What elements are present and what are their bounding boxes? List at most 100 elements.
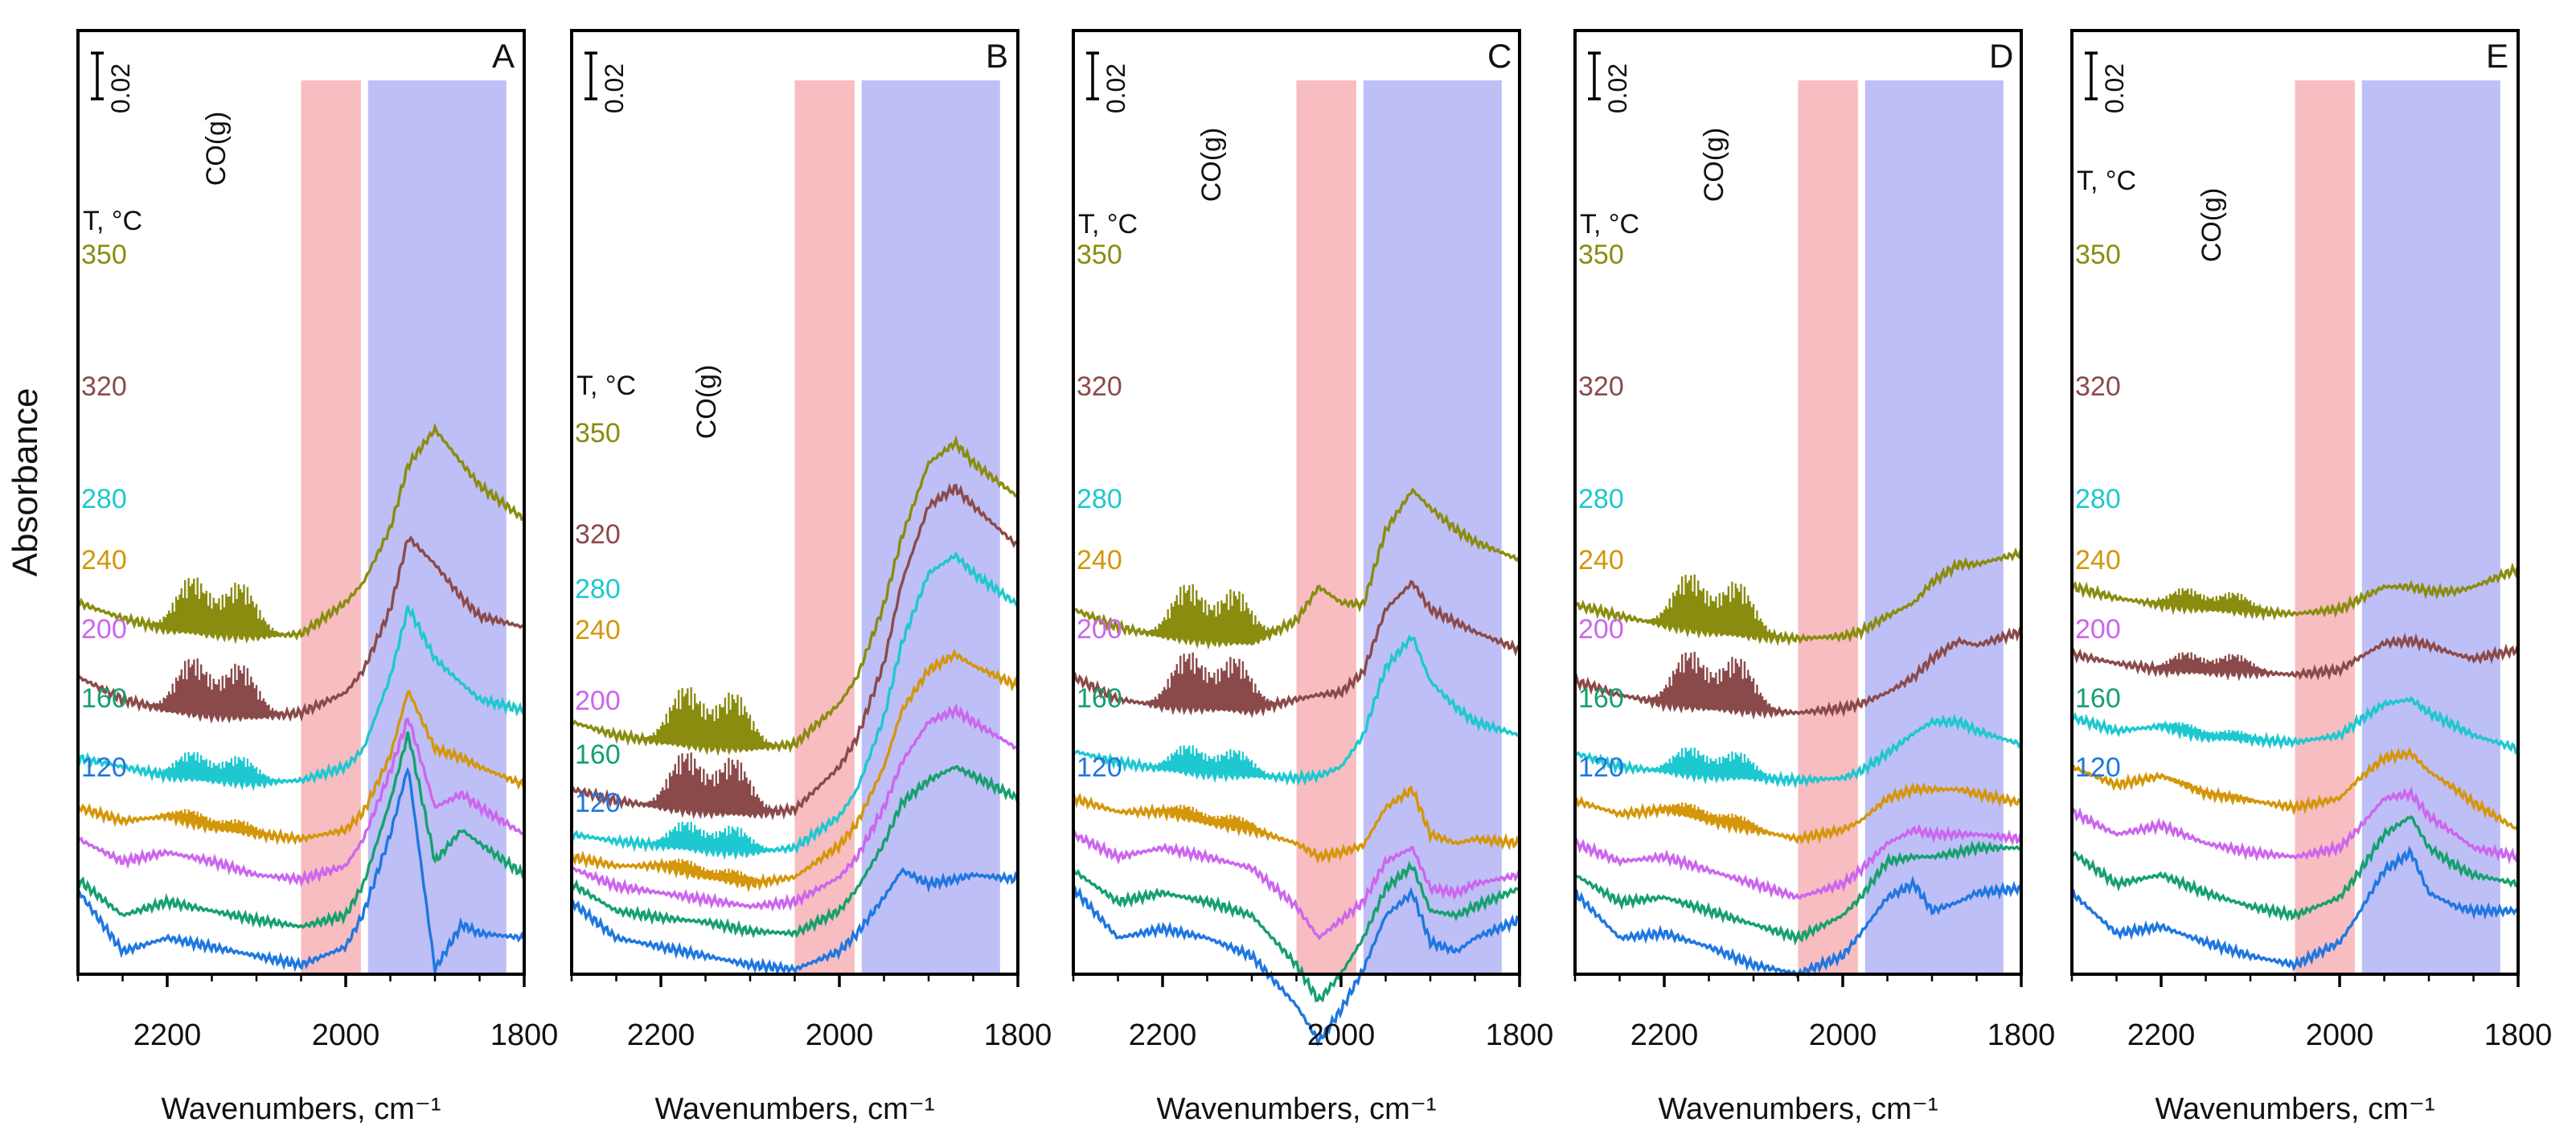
temp-header: T, °C	[2077, 166, 2136, 196]
x-tick-label: 2200	[2127, 1018, 2196, 1052]
blue-band	[2361, 80, 2500, 974]
x-tick-label: 1800	[490, 1018, 559, 1052]
temp-label-120: 120	[81, 752, 127, 783]
spectrum-200	[2070, 786, 2519, 865]
temp-label-160: 160	[1578, 683, 1624, 714]
co-gas-band-280	[1134, 745, 1289, 778]
temp-label-240: 240	[2075, 545, 2121, 576]
co-gas-band-280	[1636, 748, 1790, 780]
temp-label-120: 120	[2075, 752, 2121, 783]
temp-label-350: 350	[575, 418, 621, 449]
spectrum-200	[76, 717, 524, 887]
red-band	[2295, 80, 2355, 974]
spectrum-200	[571, 703, 1018, 912]
temp-label-200: 200	[81, 614, 127, 645]
co-gas-band-280	[139, 752, 293, 783]
red-band	[1296, 80, 1356, 974]
temp-label-320: 320	[2075, 371, 2121, 402]
temp-label-350: 350	[2075, 240, 2121, 270]
x-tick-label: 2200	[1631, 1018, 1699, 1052]
spectrum-240	[2071, 746, 2519, 830]
spectrum-120	[76, 766, 525, 973]
temp-label-350: 350	[1077, 240, 1122, 270]
x-axis-label: Wavenumbers, cm⁻¹	[1156, 1092, 1436, 1126]
spectrum-280	[1574, 713, 2022, 789]
temp-label-280: 280	[1077, 484, 1122, 514]
temp-label-160: 160	[575, 739, 621, 770]
co-gas-band-320	[139, 658, 293, 718]
temp-label-280: 280	[81, 484, 127, 514]
co-gas-band-350	[2133, 588, 2287, 613]
spectrum-240	[570, 648, 1019, 893]
temp-label-120: 120	[575, 788, 621, 818]
temp-label-200: 200	[2075, 614, 2121, 645]
co-gas-label: CO(g)	[1196, 128, 1227, 203]
spectrum-120	[2070, 845, 2518, 973]
temp-label-320: 320	[575, 519, 621, 550]
co-gas-band-350	[1134, 584, 1289, 643]
spectrum-200	[1072, 830, 1520, 940]
co-gas-label: CO(g)	[2197, 188, 2227, 263]
temp-label-160: 160	[1077, 683, 1122, 714]
x-axis-label: Wavenumbers, cm⁻¹	[1658, 1092, 1938, 1126]
temp-label-120: 120	[1578, 752, 1624, 783]
temp-label-320: 320	[1077, 371, 1122, 402]
co-gas-band-320	[1636, 651, 1790, 713]
spectrum-320	[1573, 627, 2022, 720]
spectrum-160	[76, 731, 525, 930]
co-gas-band-240	[633, 858, 787, 884]
x-tick-label: 2000	[1307, 1018, 1376, 1052]
blue-band	[861, 80, 1000, 974]
temp-label-350: 350	[1578, 240, 1624, 270]
temp-label-200: 200	[575, 686, 621, 716]
x-axis-label: Wavenumbers, cm⁻¹	[161, 1092, 441, 1126]
temp-header: T, °C	[576, 371, 636, 401]
x-tick-label: 2000	[1809, 1018, 1877, 1052]
scale-bar-label: 0.02	[106, 63, 135, 113]
x-axis-label: Wavenumbers, cm⁻¹	[654, 1092, 934, 1126]
panel-E: 350 320 280 240 200 160 120 2200 2000 1800 Wavenum…	[2070, 29, 2552, 1126]
temp-label-200: 200	[1578, 614, 1624, 645]
temp-label-280: 280	[2075, 484, 2121, 514]
panel-B: 350 320 280 240 200 160 120 2200 2000 1800 Wavenum…	[570, 29, 1052, 1126]
spectrum-160	[2070, 815, 2518, 922]
x-tick-label: 1800	[1987, 1018, 2056, 1052]
spectrum-280	[2071, 695, 2519, 756]
panel-letter: C	[1487, 37, 1512, 75]
spectrum-160	[1072, 860, 1520, 1003]
panel-letter: A	[492, 37, 515, 75]
panel-letter: B	[986, 37, 1008, 75]
temp-header: T, °C	[1580, 209, 1639, 240]
co-gas-band-320	[1134, 652, 1289, 711]
temp-label-280: 280	[575, 574, 621, 604]
temp-header: T, °C	[83, 206, 142, 236]
co-gas-band-350	[633, 687, 787, 749]
x-tick-label: 2200	[627, 1018, 695, 1052]
panels-container: 350 320 280 240 200 160 120 2200 2000 1800 Wavenum…	[76, 29, 2552, 1126]
x-tick-label: 1800	[984, 1018, 1052, 1052]
blue-band	[1864, 80, 2004, 974]
spectrum-240	[1573, 781, 2022, 846]
co-gas-band-350	[1636, 574, 1790, 638]
x-tick-label: 1800	[1486, 1018, 1554, 1052]
red-band	[301, 80, 361, 974]
spectrum-350	[1073, 487, 1520, 650]
co-gas-band-280	[633, 821, 787, 853]
x-tick-label: 2200	[133, 1018, 202, 1052]
spectrum-200	[1573, 823, 2022, 901]
x-axis-label: Wavenumbers, cm⁻¹	[2155, 1092, 2434, 1126]
spectrum-280	[1072, 634, 1520, 786]
panel-D: 350 320 280 240 200 160 120 2200 2000 1800 Wavenum…	[1573, 29, 2056, 1126]
panel-letter: D	[1989, 37, 2013, 75]
scale-bar-label: 0.02	[1101, 63, 1130, 113]
temp-label-350: 350	[81, 240, 127, 270]
spectrum-160	[1573, 840, 2021, 946]
temp-label-320: 320	[1578, 371, 1624, 402]
spectrum-350	[77, 422, 523, 645]
co-gas-band-240	[1134, 805, 1287, 841]
co-gas-band-240	[139, 809, 293, 838]
x-tick-label: 2000	[2306, 1018, 2374, 1052]
x-tick-label: 2000	[806, 1018, 874, 1052]
temp-label-240: 240	[1578, 545, 1624, 576]
